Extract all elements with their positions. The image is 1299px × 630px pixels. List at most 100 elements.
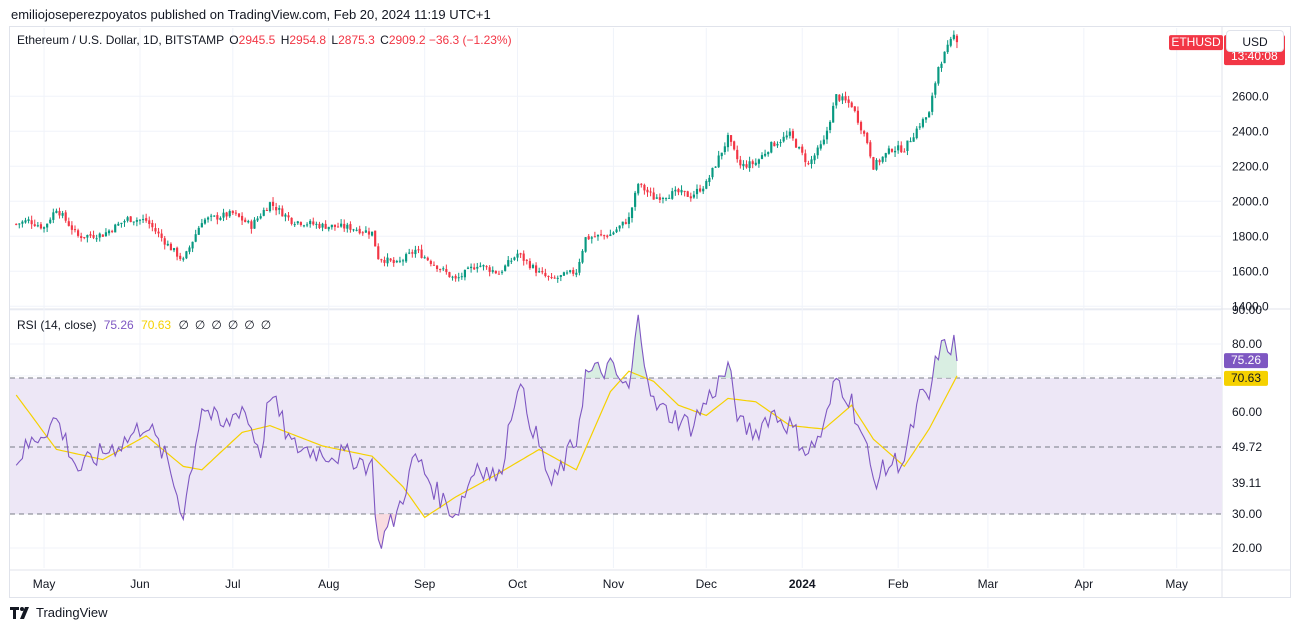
candle <box>420 244 423 259</box>
candle <box>358 225 361 235</box>
candle <box>256 216 259 222</box>
candles <box>15 30 959 283</box>
candle <box>504 264 507 272</box>
candle <box>176 246 179 261</box>
candle-body <box>828 121 832 131</box>
candle <box>742 160 745 170</box>
candle <box>497 270 501 275</box>
candle-body <box>476 266 479 269</box>
candle-body <box>943 51 946 64</box>
candle <box>702 186 705 195</box>
candle-body <box>340 223 343 227</box>
candle <box>832 102 835 123</box>
candle <box>117 221 120 226</box>
candle <box>333 224 337 231</box>
candle <box>234 210 237 216</box>
candle-body <box>603 235 606 237</box>
candle-body <box>244 219 247 223</box>
candle-body <box>742 163 745 167</box>
candle <box>129 216 132 223</box>
candle-body <box>302 225 306 227</box>
candle-body <box>928 112 931 118</box>
candle-body <box>652 192 655 200</box>
candle <box>231 210 234 216</box>
candle <box>711 167 714 180</box>
rsi-legend[interactable]: RSI (14, close) 75.26 70.63 ∅∅∅∅∅∅ <box>17 318 277 332</box>
candle <box>507 256 510 267</box>
candle <box>439 268 442 273</box>
candle <box>668 194 671 199</box>
candle-body <box>206 217 210 220</box>
candle <box>302 224 306 228</box>
candle-body <box>593 236 596 238</box>
candle <box>262 207 265 217</box>
candle <box>897 140 900 154</box>
candle-body <box>853 106 856 111</box>
candle <box>327 226 330 232</box>
candle-body <box>550 277 553 279</box>
candle-body <box>473 267 476 270</box>
candle <box>791 128 795 141</box>
candle <box>528 258 531 270</box>
date-axis-label: Jun <box>130 577 149 591</box>
candle <box>937 66 940 86</box>
candle <box>522 250 525 266</box>
candle <box>216 212 219 225</box>
candle <box>640 183 643 188</box>
symbol-legend[interactable]: Ethereum / U.S. Dollar, 1D, BITSTAMP O29… <box>17 33 512 47</box>
tradingview-logo[interactable]: TradingView <box>10 605 108 620</box>
candle-body <box>946 44 949 53</box>
candle <box>185 250 188 260</box>
candle <box>30 215 33 229</box>
candle-body <box>52 212 55 220</box>
candle <box>491 266 494 274</box>
candle <box>488 265 491 277</box>
candle <box>83 237 86 240</box>
candle-body <box>788 131 791 136</box>
candle-body <box>429 260 432 264</box>
candle <box>324 220 327 230</box>
candle <box>525 259 528 265</box>
candle-body <box>801 146 804 153</box>
candle-body <box>813 155 816 161</box>
candle-body <box>912 137 915 142</box>
candle <box>770 141 773 154</box>
candle <box>265 207 268 212</box>
candle <box>451 275 454 281</box>
candle-body <box>507 260 510 267</box>
candle-body <box>785 135 788 138</box>
candle <box>739 155 742 169</box>
candle-body <box>454 275 457 279</box>
candle-body <box>203 219 207 224</box>
candle-body <box>182 258 185 260</box>
candle-body <box>494 270 497 274</box>
candle-body <box>525 259 528 261</box>
candle-body <box>906 140 909 151</box>
candle-body <box>872 157 875 170</box>
rsi-axis-label: 90.00 <box>1232 303 1262 317</box>
candle-body <box>791 131 795 139</box>
candle-body <box>80 236 83 239</box>
open-value: 2945.5 <box>238 33 276 47</box>
candle <box>380 258 383 263</box>
candle-body <box>931 95 934 112</box>
candle-body <box>720 152 723 157</box>
candle-body <box>838 94 841 101</box>
candle-body <box>200 223 203 228</box>
candle <box>89 231 92 238</box>
candle <box>544 268 547 278</box>
candle <box>36 221 39 228</box>
candle-body <box>949 38 952 46</box>
candle <box>782 132 785 143</box>
candle <box>940 61 943 72</box>
candle <box>955 34 959 49</box>
currency-button[interactable]: USD <box>1226 30 1284 52</box>
candle <box>432 261 436 266</box>
tradingview-logo-icon <box>10 606 29 619</box>
candle <box>547 275 550 281</box>
candle-body <box>306 224 309 226</box>
candle <box>259 213 262 220</box>
candle <box>866 131 869 145</box>
candle-body <box>764 153 767 156</box>
